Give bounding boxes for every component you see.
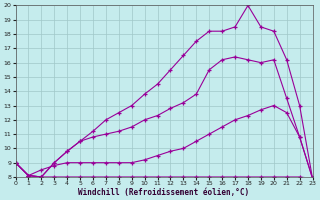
X-axis label: Windchill (Refroidissement éolien,°C): Windchill (Refroidissement éolien,°C) [78, 188, 250, 197]
